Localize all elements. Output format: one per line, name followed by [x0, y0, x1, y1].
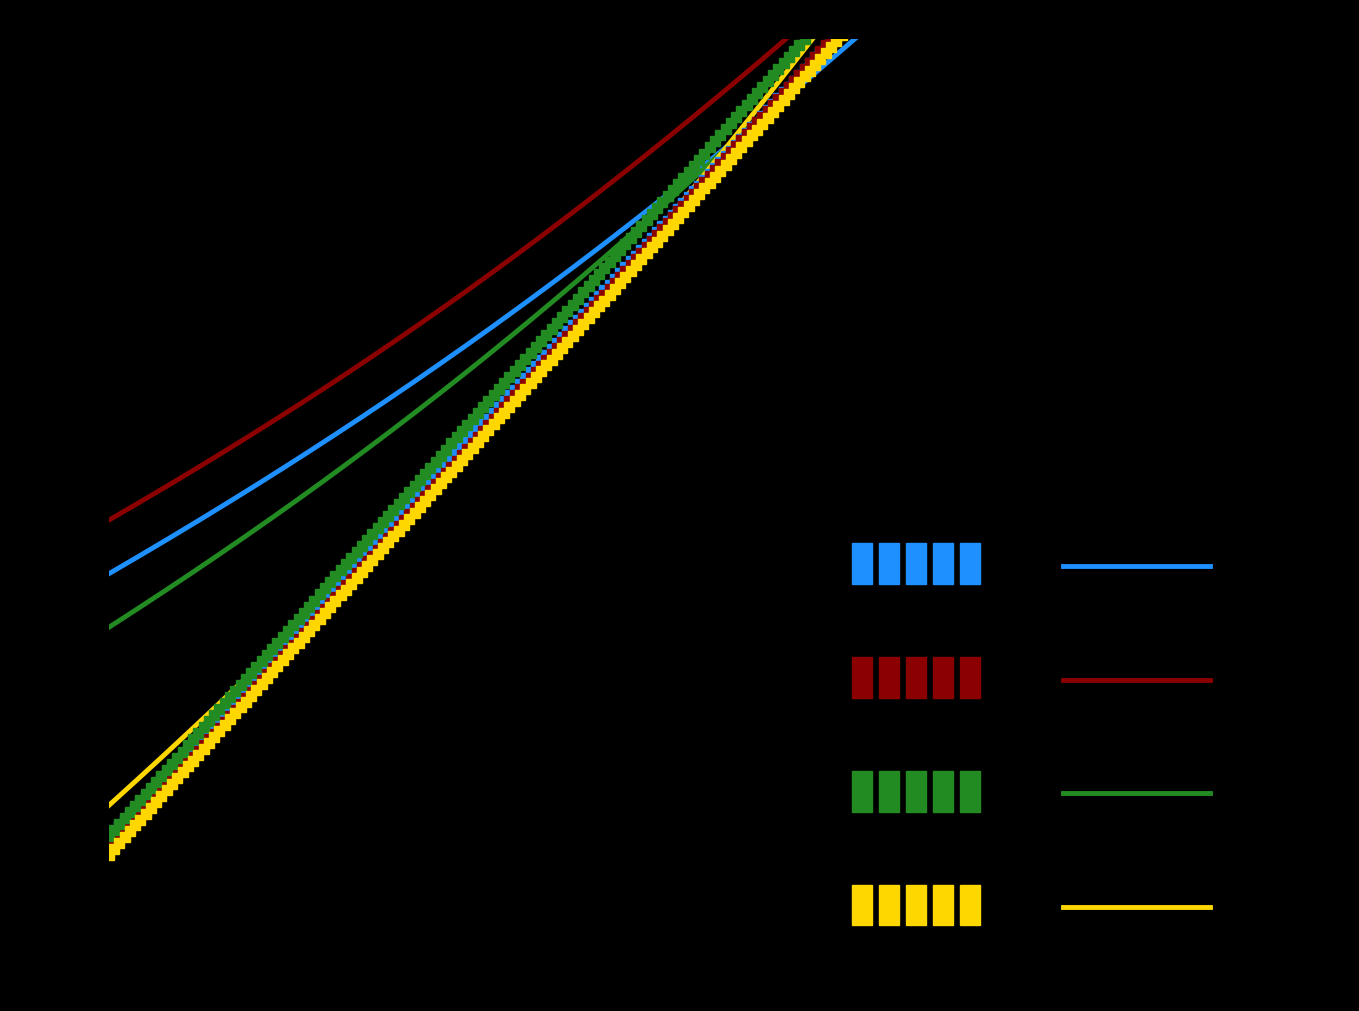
Bar	[852, 543, 872, 584]
Bar	[959, 543, 980, 584]
Bar	[959, 770, 980, 812]
Bar	[879, 885, 898, 926]
Bar	[852, 657, 872, 698]
Bar	[906, 657, 925, 698]
Bar	[934, 770, 953, 812]
Bar	[879, 770, 898, 812]
Bar	[959, 657, 980, 698]
Bar	[852, 885, 872, 926]
Bar	[906, 543, 925, 584]
Bar	[959, 885, 980, 926]
Bar	[906, 885, 925, 926]
Bar	[879, 543, 898, 584]
Bar	[879, 657, 898, 698]
Bar	[934, 657, 953, 698]
Bar	[852, 770, 872, 812]
Bar	[934, 543, 953, 584]
Bar	[906, 770, 925, 812]
Bar	[934, 885, 953, 926]
